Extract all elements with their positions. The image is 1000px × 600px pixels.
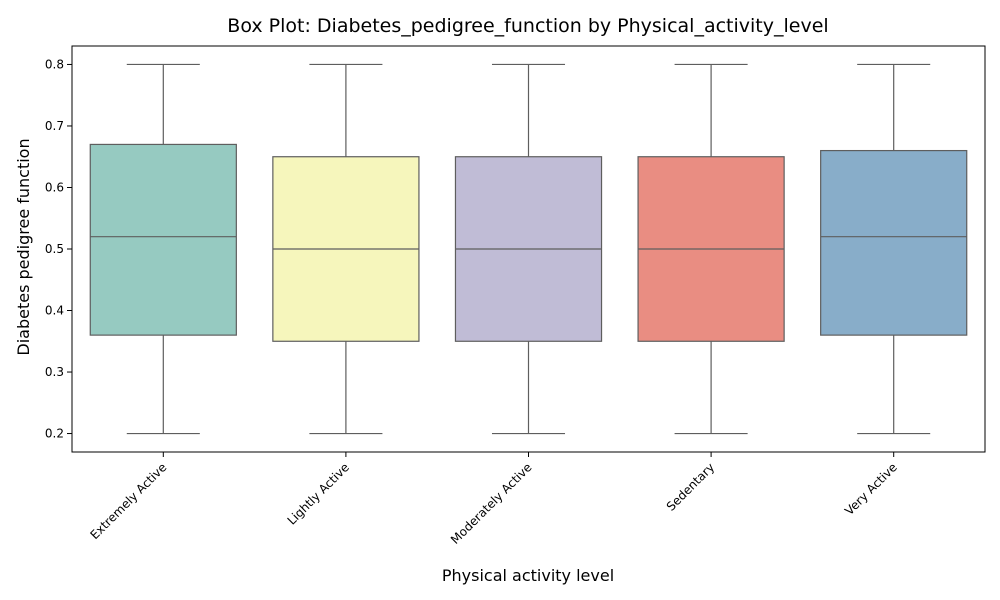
box-group — [454, 63, 603, 435]
y-tick-label: 0.6 — [45, 180, 64, 194]
y-tick-label: 0.8 — [45, 57, 64, 71]
plot-area — [89, 63, 968, 435]
box-iqr — [89, 143, 237, 336]
box-group — [272, 63, 420, 435]
x-tick-label: Sedentary — [664, 460, 718, 514]
y-axis-title: Diabetes pedigree function — [14, 138, 33, 355]
chart-title: Box Plot: Diabetes_pedigree_function by … — [227, 15, 828, 37]
x-axis-title: Physical activity level — [442, 566, 614, 585]
box-group — [637, 63, 785, 435]
x-tick-label: Extremely Active — [87, 460, 169, 542]
y-tick-label: 0.3 — [45, 365, 64, 379]
x-tick-label: Lightly Active — [285, 460, 352, 527]
x-tick-label: Moderately Active — [448, 460, 535, 547]
y-tick-label: 0.4 — [45, 304, 64, 318]
x-tick-label: Very Active — [842, 460, 900, 518]
box-iqr — [820, 149, 968, 336]
box-group — [820, 63, 968, 435]
y-tick-label: 0.2 — [45, 427, 64, 441]
x-axis: Extremely Active Lightly Active Moderately… — [87, 452, 900, 547]
plot-frame — [71, 45, 986, 453]
box-group — [89, 63, 237, 435]
y-axis: 0.2 0.3 0.4 0.5 0.6 0.7 0.8 — [45, 57, 72, 441]
y-tick-label: 0.7 — [45, 119, 64, 133]
y-tick-label: 0.5 — [45, 242, 64, 256]
